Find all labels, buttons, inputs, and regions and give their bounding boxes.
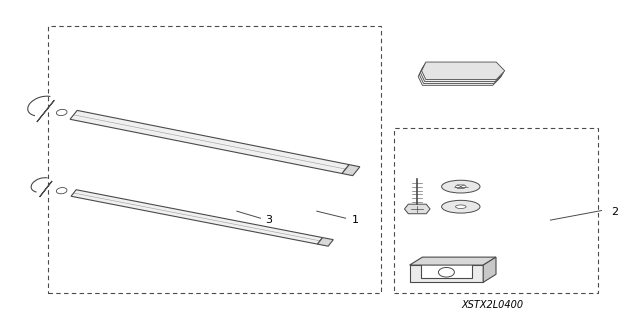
Polygon shape <box>483 257 496 282</box>
Polygon shape <box>418 68 501 85</box>
Polygon shape <box>420 64 504 81</box>
Ellipse shape <box>456 205 466 209</box>
Polygon shape <box>404 204 430 214</box>
Ellipse shape <box>442 200 480 213</box>
Bar <box>394 128 598 293</box>
Text: 3: 3 <box>266 215 272 225</box>
Polygon shape <box>342 165 360 176</box>
Bar <box>48 26 381 293</box>
Text: 2: 2 <box>611 207 618 217</box>
Ellipse shape <box>438 267 454 277</box>
Polygon shape <box>317 238 333 246</box>
Ellipse shape <box>56 188 67 194</box>
Ellipse shape <box>56 109 67 115</box>
Polygon shape <box>410 265 483 282</box>
Polygon shape <box>71 190 323 244</box>
Ellipse shape <box>442 180 480 193</box>
Polygon shape <box>410 257 496 265</box>
Polygon shape <box>37 100 54 122</box>
Text: 1: 1 <box>352 215 358 225</box>
Polygon shape <box>422 62 505 80</box>
Polygon shape <box>419 66 502 84</box>
Ellipse shape <box>456 185 466 188</box>
Text: XSTX2L0400: XSTX2L0400 <box>461 300 524 310</box>
Polygon shape <box>40 181 52 197</box>
Polygon shape <box>70 110 349 174</box>
